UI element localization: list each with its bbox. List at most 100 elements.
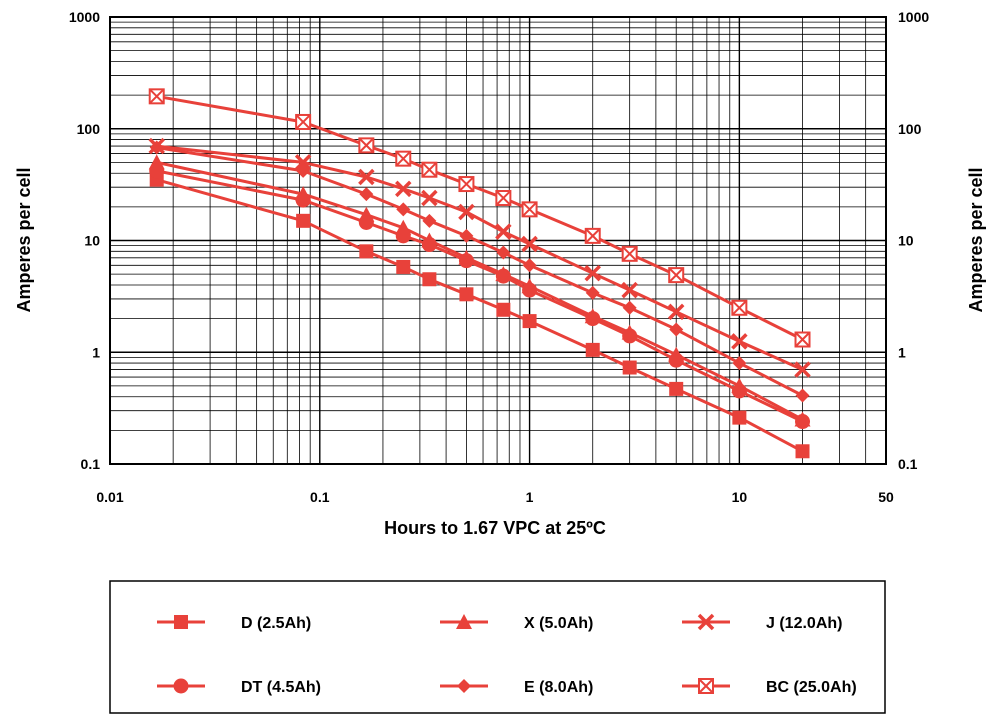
legend-marker-e bbox=[457, 679, 471, 693]
data-point-j bbox=[621, 281, 638, 299]
data-point-e bbox=[396, 202, 411, 217]
legend-marker-j bbox=[697, 613, 715, 631]
data-point-j bbox=[395, 180, 412, 198]
series-dt bbox=[149, 163, 811, 430]
y-axis-title-left: Amperes per cell bbox=[14, 167, 34, 312]
data-point-j bbox=[667, 303, 685, 321]
data-point-dt bbox=[495, 268, 511, 284]
series-e bbox=[149, 140, 810, 403]
data-point-e bbox=[359, 187, 374, 202]
data-point-d bbox=[795, 444, 810, 459]
legend-label-dt: DT (4.5Ah) bbox=[241, 679, 321, 696]
y-tick-label-left: 0.1 bbox=[81, 456, 101, 472]
y-tick-label-right: 1000 bbox=[898, 9, 929, 25]
data-point-bc bbox=[794, 331, 811, 348]
data-point-d bbox=[622, 360, 637, 375]
data-point-e bbox=[795, 388, 810, 403]
data-point-e bbox=[732, 356, 747, 371]
data-point-dt bbox=[522, 282, 538, 298]
data-point-dt bbox=[149, 163, 165, 179]
data-point-e bbox=[459, 228, 474, 243]
data-point-dt bbox=[622, 328, 638, 344]
data-point-e bbox=[149, 140, 164, 155]
data-point-d bbox=[669, 381, 684, 396]
data-point-j bbox=[584, 264, 601, 282]
data-point-dt bbox=[358, 214, 374, 230]
legend-item-x: X (5.0Ah) bbox=[440, 614, 593, 632]
legend-item-bc: BC (25.0Ah) bbox=[682, 678, 857, 696]
legend-box bbox=[109, 580, 886, 714]
legend-item-e: E (8.0Ah) bbox=[440, 679, 593, 696]
legend-item-dt: DT (4.5Ah) bbox=[157, 678, 321, 696]
data-point-j bbox=[421, 189, 438, 207]
series-bc bbox=[148, 88, 811, 348]
data-point-d bbox=[422, 272, 437, 287]
y-tick-label-left: 1000 bbox=[69, 9, 100, 25]
y-tick-label-right: 0.1 bbox=[898, 456, 918, 472]
data-point-bc bbox=[358, 137, 375, 154]
legend-marker-dt bbox=[173, 678, 189, 694]
data-point-e bbox=[296, 163, 311, 178]
plot-frame bbox=[109, 16, 887, 465]
data-point-d bbox=[359, 244, 374, 259]
series-j bbox=[148, 137, 811, 378]
data-point-bc bbox=[521, 201, 538, 218]
legend-marker-d bbox=[174, 615, 188, 629]
grid bbox=[110, 17, 886, 464]
y-tick-label-right: 100 bbox=[898, 121, 922, 137]
y-tick-label-left: 1 bbox=[92, 344, 100, 360]
legend-label-e: E (8.0Ah) bbox=[524, 679, 593, 696]
legend-item-d: D (2.5Ah) bbox=[157, 615, 311, 632]
data-point-bc bbox=[148, 88, 165, 105]
x-tick-label: 10 bbox=[732, 489, 748, 505]
y-tick-label-right: 10 bbox=[898, 233, 914, 249]
legend-marker-bc bbox=[698, 678, 714, 694]
y-axis-title-right: Amperes per cell bbox=[966, 167, 986, 312]
data-point-bc bbox=[458, 176, 475, 193]
x-tick-label: 0.01 bbox=[96, 489, 123, 505]
x-axis-title: Hours to 1.67 VPC at 25ºC bbox=[384, 518, 606, 538]
series-line-dt bbox=[156, 169, 804, 423]
data-point-j bbox=[458, 203, 475, 221]
data-point-dt bbox=[458, 253, 474, 269]
x-tick-label: 1 bbox=[526, 489, 534, 505]
series-layer bbox=[148, 88, 811, 459]
data-point-dt bbox=[421, 237, 437, 253]
legend-label-bc: BC (25.0Ah) bbox=[766, 679, 857, 696]
legend-label-x: X (5.0Ah) bbox=[524, 615, 593, 632]
data-point-d bbox=[296, 213, 311, 228]
data-point-d bbox=[522, 314, 537, 329]
data-point-e bbox=[669, 322, 684, 337]
data-point-e bbox=[496, 245, 511, 260]
legend-marker-x bbox=[456, 614, 472, 629]
data-point-j bbox=[731, 333, 748, 350]
tick-labels: 0.01 0.1 1 10 50 0.1 0.1 1 1 10 10 100 100 1000 1000 bbox=[69, 9, 930, 505]
legend-label-d: D (2.5Ah) bbox=[241, 615, 311, 632]
data-point-bc bbox=[395, 150, 412, 167]
data-point-d bbox=[396, 259, 411, 274]
data-point-bc bbox=[584, 227, 601, 244]
data-point-dt bbox=[585, 311, 601, 327]
x-tick-label: 50 bbox=[878, 489, 894, 505]
data-point-d bbox=[496, 302, 511, 317]
data-point-bc bbox=[621, 245, 638, 262]
data-point-j bbox=[358, 168, 375, 186]
x-tick-label: 0.1 bbox=[310, 489, 330, 505]
series-d bbox=[149, 172, 810, 459]
legend: D (2.5Ah) X (5.0Ah) J (12.0Ah) DT (4.5Ah) E … bbox=[157, 613, 857, 696]
data-point-j bbox=[521, 235, 538, 253]
legend-label-j: J (12.0Ah) bbox=[766, 615, 842, 632]
data-point-d bbox=[732, 410, 747, 425]
data-point-d bbox=[585, 342, 600, 357]
data-point-dt bbox=[795, 414, 811, 430]
y-tick-label-left: 100 bbox=[77, 121, 101, 137]
data-point-j bbox=[294, 154, 312, 171]
data-point-j bbox=[794, 361, 811, 378]
data-point-d bbox=[459, 287, 474, 302]
y-tick-label-left: 10 bbox=[84, 233, 100, 249]
data-point-e bbox=[622, 300, 637, 315]
data-point-e bbox=[422, 213, 437, 228]
data-point-dt bbox=[295, 192, 311, 208]
data-point-bc bbox=[731, 299, 748, 316]
data-point-bc bbox=[421, 161, 438, 178]
